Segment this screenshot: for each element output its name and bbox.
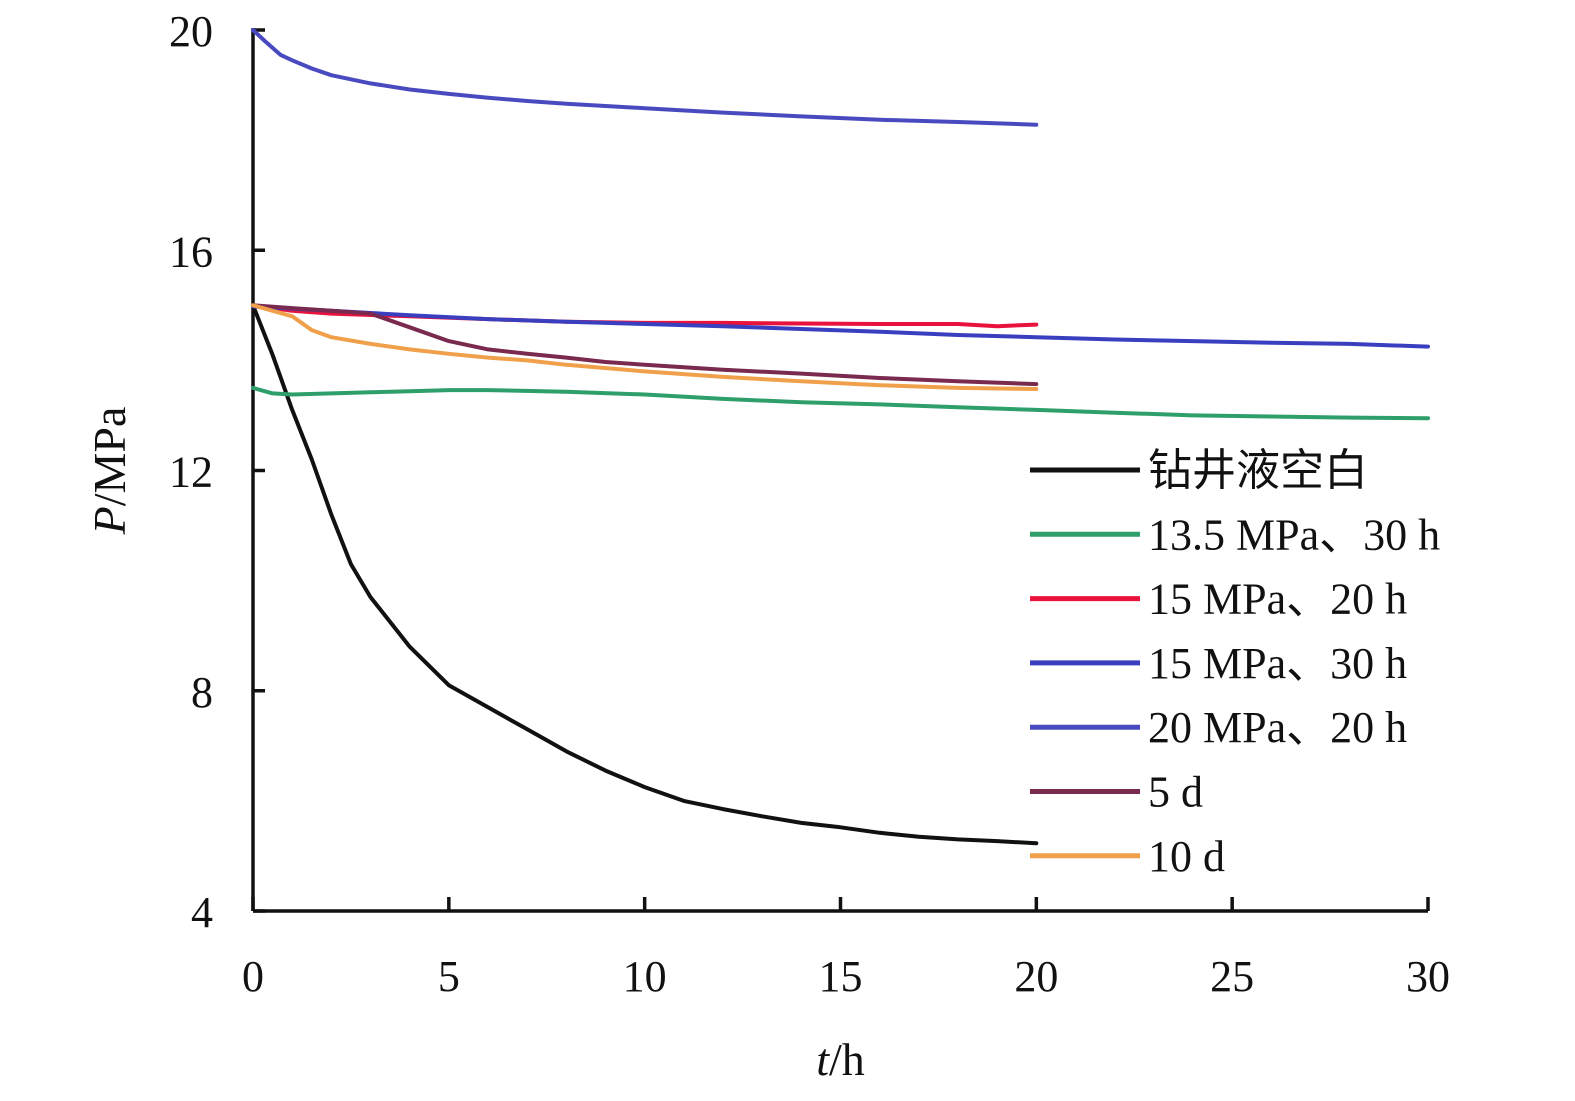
legend-item: 20 MPa、20 h (1030, 703, 1407, 752)
x-axis-title: t/h (816, 1034, 865, 1085)
y-tick-label: 4 (191, 888, 213, 937)
series-line-2 (251, 385, 1430, 421)
x-axis-title-symbol: t (816, 1034, 830, 1085)
legend-label: 10 d (1148, 832, 1225, 881)
series-line-7 (251, 303, 1039, 391)
series-line-4 (251, 304, 1430, 349)
legend-label: 15 MPa、20 h (1148, 575, 1407, 624)
legend: 钻井液空白 13.5 MPa、30 h 15 MPa、20 h 15 MPa、30 h… (1030, 446, 1440, 881)
y-axis-title-symbol: P (84, 506, 135, 535)
y-tick-label: 20 (169, 7, 213, 56)
legend-item: 15 MPa、30 h (1030, 639, 1407, 688)
legend-label: 5 d (1148, 768, 1203, 817)
legend-item: 15 MPa、20 h (1030, 575, 1407, 624)
x-axis-title-unit: /h (829, 1034, 865, 1085)
y-axis-title-unit: /MPa (84, 407, 135, 507)
x-tick-label: 15 (819, 952, 863, 1001)
series-group (251, 28, 1430, 846)
legend-item: 10 d (1030, 832, 1225, 881)
x-tick-label: 5 (438, 952, 460, 1001)
y-tick-label: 8 (191, 668, 213, 717)
series-line-1 (251, 303, 1039, 846)
y-tick-label: 12 (169, 448, 213, 497)
x-tick-label: 25 (1210, 952, 1254, 1001)
y-tick-label: 16 (169, 227, 213, 276)
legend-label: 钻井液空白 (1148, 446, 1368, 495)
x-tick-label: 30 (1406, 952, 1450, 1001)
legend-label: 15 MPa、30 h (1148, 639, 1407, 688)
legend-item: 钻井液空白 (1030, 446, 1368, 495)
x-tick-label: 0 (242, 952, 264, 1001)
legend-item: 5 d (1030, 768, 1203, 817)
x-tick-label: 10 (623, 952, 667, 1001)
x-tick-label: 20 (1014, 952, 1058, 1001)
legend-item: 13.5 MPa、30 h (1030, 510, 1440, 559)
axes: 4 8 12 16 20 0 5 10 15 20 25 30 t/h P/MPa (84, 7, 1450, 1085)
series-line-5 (251, 28, 1039, 127)
legend-label: 13.5 MPa、30 h (1148, 510, 1440, 559)
series-line-6 (251, 303, 1039, 387)
y-axis-title: P/MPa (84, 407, 135, 536)
legend-label: 20 MPa、20 h (1148, 703, 1407, 752)
